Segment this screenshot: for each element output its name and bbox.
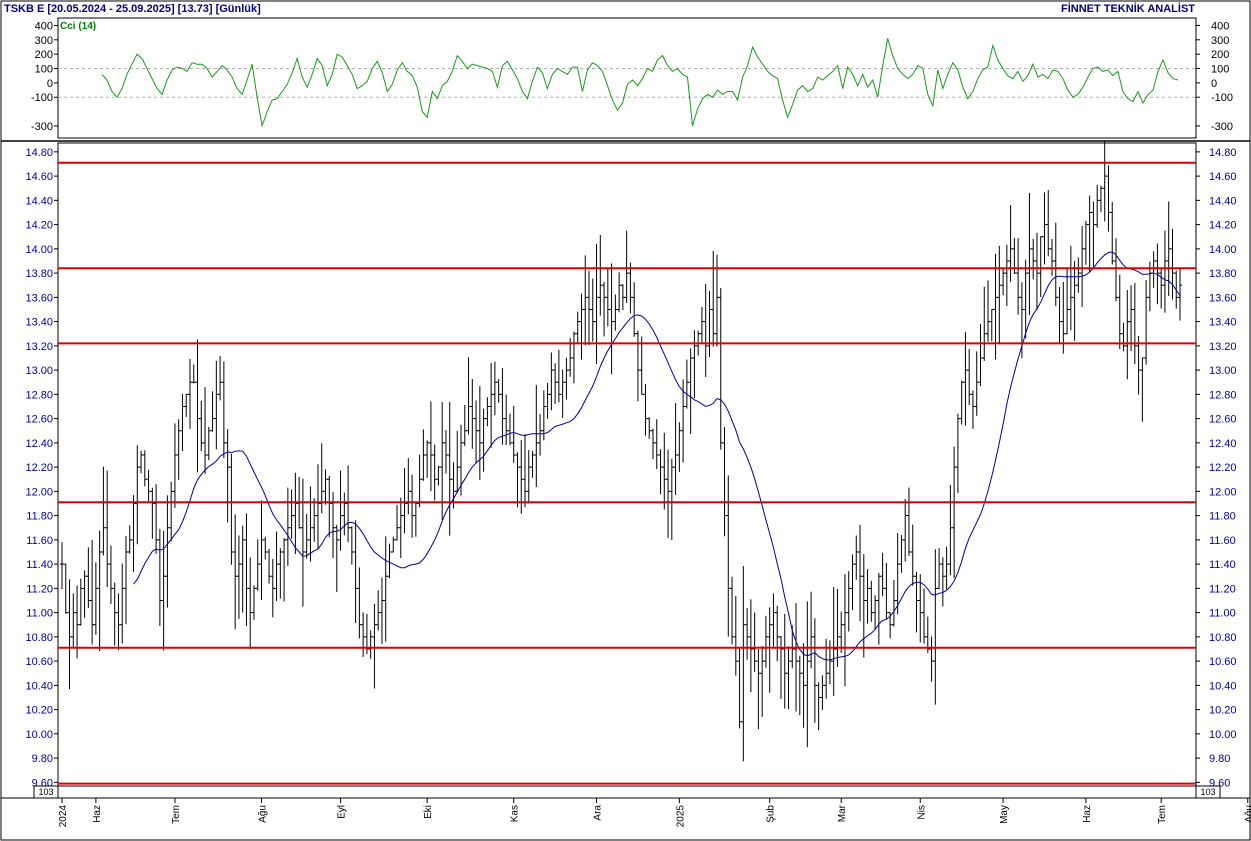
chart-title: TSKB E [20.05.2024 - 25.09.2025] [13.73]… xyxy=(4,3,261,15)
brand-label: FİNNET TEKNİK ANALİST xyxy=(1060,3,1195,15)
xtick-label: Haz xyxy=(92,805,103,823)
price-ytick-label-right: 14.20 xyxy=(1209,220,1237,232)
price-ytick-label-right: 13.40 xyxy=(1209,317,1237,329)
price-ytick-label-left: 13.80 xyxy=(25,268,53,280)
price-ytick-label-left: 13.40 xyxy=(25,317,53,329)
cci-ytick-label-right: 0 xyxy=(1211,78,1217,90)
price-panel-frame xyxy=(57,142,1197,787)
xtick-label: Tem xyxy=(171,805,182,824)
scale-label-right: 103 xyxy=(1200,787,1215,797)
price-ytick-label-right: 13.60 xyxy=(1209,292,1237,304)
price-ytick-label-right: 12.40 xyxy=(1209,438,1237,450)
cci-ytick-label-right: 200 xyxy=(1211,49,1229,61)
price-ytick-label-left: 12.00 xyxy=(25,486,53,498)
price-ytick-label-left: 12.60 xyxy=(25,414,53,426)
price-ytick-label-left: 11.40 xyxy=(26,559,53,571)
price-ytick-label-left: 11.60 xyxy=(26,535,53,547)
price-ytick-label-left: 14.40 xyxy=(25,195,53,207)
price-ytick-label-left: 10.20 xyxy=(25,705,53,717)
cci-panel-frame xyxy=(57,17,1197,139)
xtick-label: 2025 xyxy=(675,805,686,828)
xtick-label: 2024 xyxy=(58,805,69,828)
cci-ytick-label-left: 100 xyxy=(35,64,53,76)
price-ytick-label-left: 10.80 xyxy=(25,632,53,644)
xtick-label: Ağu xyxy=(258,805,269,823)
cci-ytick-label-left: 300 xyxy=(35,35,53,47)
xtick-label: Ağu xyxy=(1244,805,1251,823)
price-ytick-label-right: 9.80 xyxy=(1209,753,1230,765)
price-ytick-label-left: 11.00 xyxy=(26,608,53,620)
cci-ytick-label-left: -300 xyxy=(31,121,53,133)
price-ytick-label-right: 11.40 xyxy=(1209,559,1236,571)
xtick-label: Ara xyxy=(593,805,604,821)
price-ytick-label-right: 14.40 xyxy=(1209,195,1237,207)
price-ytick-label-right: 13.00 xyxy=(1209,365,1237,377)
price-ytick-label-right: 11.00 xyxy=(1209,608,1236,620)
price-ytick-label-right: 12.20 xyxy=(1209,462,1237,474)
xtick-label: Şub xyxy=(766,805,777,823)
price-ytick-label-right: 10.20 xyxy=(1209,705,1237,717)
price-ytick-label-left: 10.60 xyxy=(25,656,53,668)
cci-line xyxy=(101,38,1179,128)
xtick-label: Tem xyxy=(1157,805,1168,824)
scale-box-left xyxy=(33,785,59,799)
cci-ytick-label-left: 0 xyxy=(47,78,53,90)
price-ytick-label-left: 13.60 xyxy=(25,292,53,304)
xtick-label: Eyl xyxy=(337,805,348,819)
price-ytick-label-left: 14.80 xyxy=(25,147,53,159)
price-ytick-label-right: 11.80 xyxy=(1209,511,1236,523)
price-ytick-label-right: 11.60 xyxy=(1209,535,1236,547)
price-ytick-label-right: 10.60 xyxy=(1209,656,1237,668)
scale-box-right xyxy=(1195,785,1221,799)
price-ytick-label-left: 10.00 xyxy=(25,729,53,741)
xtick-label: Haz xyxy=(1082,805,1093,823)
cci-ytick-label-right: -100 xyxy=(1211,92,1233,104)
price-ytick-label-left: 14.00 xyxy=(25,244,53,256)
price-ytick-label-left: 11.20 xyxy=(26,583,53,595)
price-ytick-label-left: 13.00 xyxy=(25,365,53,377)
cci-ytick-label-left: -100 xyxy=(31,92,53,104)
price-ytick-label-right: 14.60 xyxy=(1209,171,1237,183)
cci-ytick-label-right: -300 xyxy=(1211,121,1233,133)
cci-ytick-label-right: 100 xyxy=(1211,64,1229,76)
xtick-label: Kas xyxy=(510,805,521,822)
price-ytick-label-left: 13.20 xyxy=(25,341,53,353)
price-ytick-label-left: 14.60 xyxy=(25,171,53,183)
price-ytick-label-right: 13.20 xyxy=(1209,341,1237,353)
xtick-label: Mar xyxy=(837,804,848,822)
price-ytick-label-right: 11.20 xyxy=(1209,583,1236,595)
cci-ytick-label-left: 200 xyxy=(35,49,53,61)
cci-legend-label: Cci (14) xyxy=(60,21,97,32)
price-ytick-label-right: 14.00 xyxy=(1209,244,1237,256)
price-ytick-label-right: 10.00 xyxy=(1209,729,1237,741)
price-ytick-label-left: 9.80 xyxy=(32,753,53,765)
price-ytick-label-left: 12.40 xyxy=(25,438,53,450)
price-ytick-label-left: 14.20 xyxy=(25,220,53,232)
price-ytick-label-right: 12.80 xyxy=(1209,389,1237,401)
price-ytick-label-left: 12.80 xyxy=(25,389,53,401)
price-ytick-label-left: 12.20 xyxy=(25,462,53,474)
price-ytick-label-right: 13.80 xyxy=(1209,268,1237,280)
scale-label-left: 103 xyxy=(38,787,53,797)
price-ytick-label-right: 12.60 xyxy=(1209,414,1237,426)
price-ytick-label-right: 10.80 xyxy=(1209,632,1237,644)
cci-ytick-label-right: 400 xyxy=(1211,20,1229,32)
price-ytick-label-left: 10.40 xyxy=(25,680,53,692)
price-ytick-label-right: 14.80 xyxy=(1209,147,1237,159)
price-ytick-label-left: 11.80 xyxy=(26,511,53,523)
price-ytick-label-right: 10.40 xyxy=(1209,680,1237,692)
xtick-label: May xyxy=(999,805,1010,824)
xtick-label: Eki xyxy=(423,805,434,819)
price-ytick-label-right: 12.00 xyxy=(1209,486,1237,498)
cci-ytick-label-left: 400 xyxy=(35,20,53,32)
moving-average-line xyxy=(133,251,1181,661)
cci-ytick-label-right: 300 xyxy=(1211,35,1229,47)
xtick-label: Nis xyxy=(916,805,927,819)
